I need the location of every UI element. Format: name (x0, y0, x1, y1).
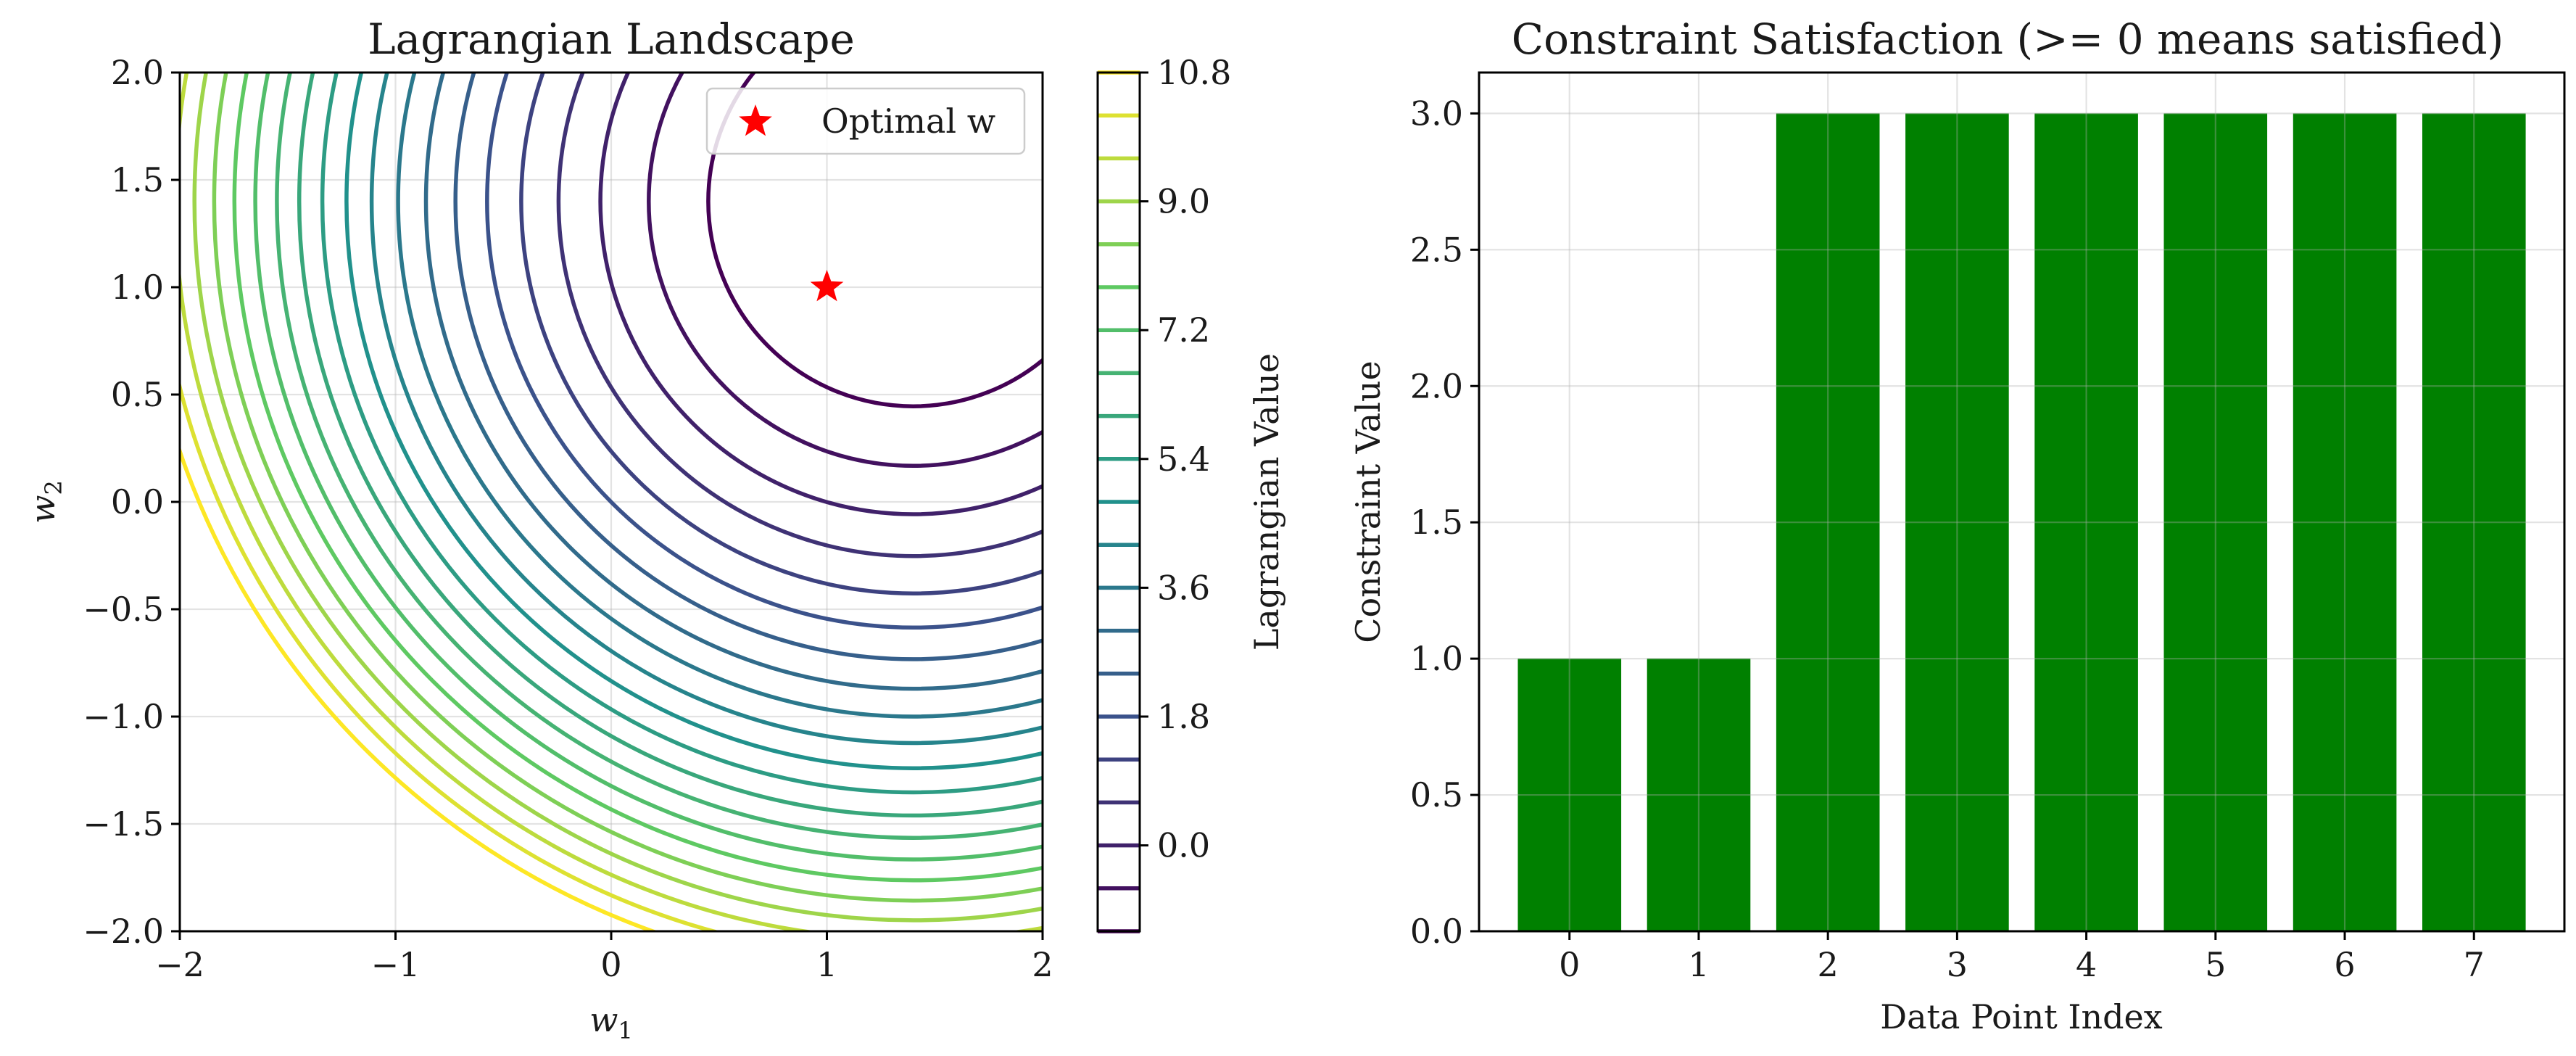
contour-y-tick-label: 1.5 (111, 160, 164, 199)
contour-x-tick-label: −2 (155, 945, 204, 984)
bar (1905, 113, 2009, 931)
optimal-point-marker (810, 270, 844, 302)
contour-line (396, 73, 1043, 719)
contour-line (297, 73, 1043, 817)
colorbar-tick-label: 9.0 (1157, 182, 1210, 221)
contour-y-tick-label: −0.5 (83, 590, 164, 629)
legend-box (705, 87, 1026, 155)
colorbar-tick-label: 7.2 (1157, 310, 1210, 350)
contour-y-tick-label: 2.0 (111, 53, 164, 92)
contour-line (253, 73, 1043, 862)
contour-line (485, 73, 1043, 630)
bars (1517, 113, 2526, 931)
contour-y-tick-label: −2.0 (83, 912, 164, 951)
contour-line (556, 73, 1043, 558)
optimal-point-layer (810, 270, 844, 302)
colorbar: 0.0 1.8 3.6 5.4 7.2 9.0 10.8 Lagrangian Value (1096, 53, 1286, 933)
bar-y-tick-label: 0.0 (1410, 912, 1463, 951)
contour-y-tick-label: 0.0 (111, 482, 164, 521)
bar (2034, 113, 2138, 931)
contour-line (519, 73, 1043, 595)
bar-y-tick-label: 2.5 (1410, 230, 1463, 269)
colorbar-tick-label: 5.4 (1157, 440, 1210, 479)
bar-x-tick-label: 4 (2076, 945, 2097, 984)
contour-line (598, 73, 1043, 516)
bar-y-tick-label: 1.5 (1410, 503, 1463, 542)
contour-y-tick-label: 0.5 (111, 375, 164, 414)
bar-chart: Constraint Satisfaction (>= 0 means sati… (1349, 15, 2566, 1036)
bar-chart-title: Constraint Satisfaction (>= 0 means sati… (1512, 15, 2504, 64)
legend-label: Optimal w (821, 102, 995, 141)
contour-y-tick-label: 1.0 (111, 268, 164, 307)
contour-chart-title: Lagrangian Landscape (368, 15, 855, 64)
contour-line (212, 73, 1043, 903)
bar (2163, 113, 2268, 931)
bar (2293, 113, 2397, 931)
bar-plot-frame (1478, 71, 2566, 933)
contour-x-axis-label: w1 (589, 1000, 633, 1044)
bar-x-ticks: 0 1 2 3 4 5 6 7 (1559, 931, 2485, 984)
contour-x-tick-label: 1 (816, 945, 837, 984)
colorbar-tick-label: 10.8 (1157, 53, 1231, 92)
contour-y-label-base: w (23, 495, 62, 523)
contour-line (192, 73, 1043, 923)
colorbar-tick-label: 1.8 (1157, 697, 1210, 736)
contour-x-tick-label: −1 (371, 945, 421, 984)
contour-x-label-base: w (589, 1000, 618, 1039)
contour-lines (180, 73, 1043, 931)
bar-y-tick-label: 1.0 (1410, 639, 1463, 678)
bar-y-tick-label: 0.5 (1410, 775, 1463, 814)
colorbar-label: Lagrangian Value (1247, 353, 1286, 651)
bar-x-tick-label: 2 (1818, 945, 1839, 984)
colorbar-tick-label: 3.6 (1157, 568, 1210, 607)
bar-x-tick-label: 5 (2205, 945, 2226, 984)
contour-y-axis-label: w2 (23, 480, 67, 524)
contour-line (344, 73, 1043, 770)
contour-y-label-sub: 2 (40, 480, 67, 495)
contour-line (647, 73, 1043, 468)
contour-chart: Lagrangian Landscape −2 −1 0 1 2 2.0 1.5 1.0 0.… (23, 15, 1286, 1044)
contour-line (320, 73, 1043, 795)
contour-legend: Optimal w (705, 87, 1026, 155)
contour-y-tick-label: −1.5 (83, 804, 164, 843)
contour-line (370, 73, 1043, 746)
colorbar-ticks: 0.0 1.8 3.6 5.4 7.2 9.0 10.8 (1140, 53, 1231, 865)
contour-y-ticks: 2.0 1.5 1.0 0.5 0.0 −0.5 −1.0 −1.5 −2.0 (83, 53, 180, 951)
contour-line (453, 73, 1043, 661)
colorbar-frame (1096, 71, 1141, 933)
colorbar-level-lines (1098, 70, 1140, 933)
contour-y-tick-label: −1.0 (83, 697, 164, 736)
legend-star-icon (739, 104, 772, 136)
colorbar-tick-label: 0.0 (1157, 826, 1210, 865)
bar-x-tick-label: 3 (1947, 945, 1968, 984)
contour-line (275, 73, 1043, 840)
bar (2422, 113, 2526, 931)
bar-x-axis-label: Data Point Index (1880, 997, 2163, 1036)
bar-y-tick-label: 3.0 (1410, 94, 1463, 133)
bar (1776, 113, 1880, 931)
contour-x-tick-label: 0 (600, 945, 621, 984)
contour-x-ticks: −2 −1 0 1 2 (155, 931, 1053, 984)
bar-y-ticks: 0.0 0.5 1.0 1.5 2.0 2.5 3.0 (1410, 94, 1479, 951)
contour-line (423, 73, 1043, 691)
contour-line (706, 73, 1043, 408)
bar-x-tick-label: 6 (2334, 945, 2355, 984)
contour-x-tick-label: 2 (1032, 945, 1053, 984)
contour-line (232, 73, 1043, 883)
bar-grid (1479, 73, 2564, 933)
bar (1647, 659, 1751, 931)
bar-y-axis-label: Constraint Value (1349, 360, 1388, 643)
bar (1517, 659, 1622, 931)
contour-x-label-sub: 1 (618, 1017, 633, 1044)
bar-x-tick-label: 0 (1559, 945, 1580, 984)
bar-x-tick-label: 1 (1688, 945, 1709, 984)
bar-y-tick-label: 2.0 (1410, 366, 1463, 405)
bar-x-tick-label: 7 (2464, 945, 2485, 984)
